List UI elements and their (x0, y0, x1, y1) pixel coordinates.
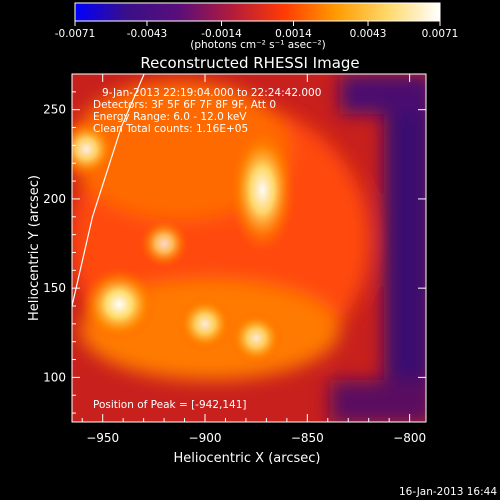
dark-edge-top-right (340, 74, 426, 114)
heatmap-image (72, 74, 426, 422)
x-tick-label: −800 (393, 431, 426, 445)
intensity-source (228, 125, 297, 255)
annotation-energy: Energy Range: 6.0 - 12.0 keV (93, 111, 247, 123)
annotation-detectors: Detectors: 3F 5F 6F 7F 8F 9F, Att 0 (93, 99, 276, 111)
colorbar-tick-label: 0.0071 (422, 28, 459, 40)
colorbar (74, 2, 441, 22)
colorbar-tick-label: -0.0014 (201, 28, 242, 40)
colorbar-ticks: -0.0071 -0.0043 -0.0014 0.0014 0.0043 0.0071 (55, 21, 459, 40)
x-axis-label: Heliocentric X (arcsec) (174, 451, 321, 466)
y-axis-label: Heliocentric Y (arcsec) (27, 175, 42, 321)
intensity-source (139, 218, 189, 269)
y-tick-label: 150 (43, 281, 66, 295)
y-tick-label: 100 (43, 370, 66, 384)
plot-frame (71, 73, 427, 423)
footer-timestamp: 16-Jan-2013 16:44 (399, 486, 497, 498)
x-tick-label: −850 (291, 431, 324, 445)
chart-title: Reconstructed RHESSI Image (140, 54, 359, 72)
x-tick-label: −950 (86, 431, 119, 445)
colorbar-tick-label: 0.0014 (275, 28, 312, 40)
solar-limb-line (72, 74, 145, 307)
annotation-time-range: 9-Jan-2013 22:19:04.000 to 22:24:42.000 (102, 87, 321, 99)
colorbar-tick-label: -0.0043 (127, 28, 168, 40)
colorbar-tick-label: 0.0043 (350, 28, 387, 40)
intensity-sources (72, 118, 297, 366)
colorbar-unit-label: (photons cm⁻² s⁻¹ asec⁻²) (190, 39, 325, 51)
y-tick-label: 200 (43, 192, 66, 206)
annotation-peak: Position of Peak = [-942,141] (93, 399, 247, 411)
intensity-source (72, 118, 117, 179)
dark-edge-right (384, 74, 426, 422)
annotation-clean: Clean Total counts: 1.16E+05 (93, 123, 248, 135)
axis-ticks: −950 −900 −850 −800 100 150 200 250 (43, 73, 426, 445)
y-tick-label: 250 (43, 103, 66, 117)
intensity-source (228, 310, 284, 366)
x-tick-label: −900 (189, 431, 222, 445)
intensity-source (176, 295, 234, 353)
colorbar-tick-label: -0.0071 (55, 28, 96, 40)
intensity-source (81, 266, 158, 343)
dark-edge-bottom-right (330, 380, 426, 422)
